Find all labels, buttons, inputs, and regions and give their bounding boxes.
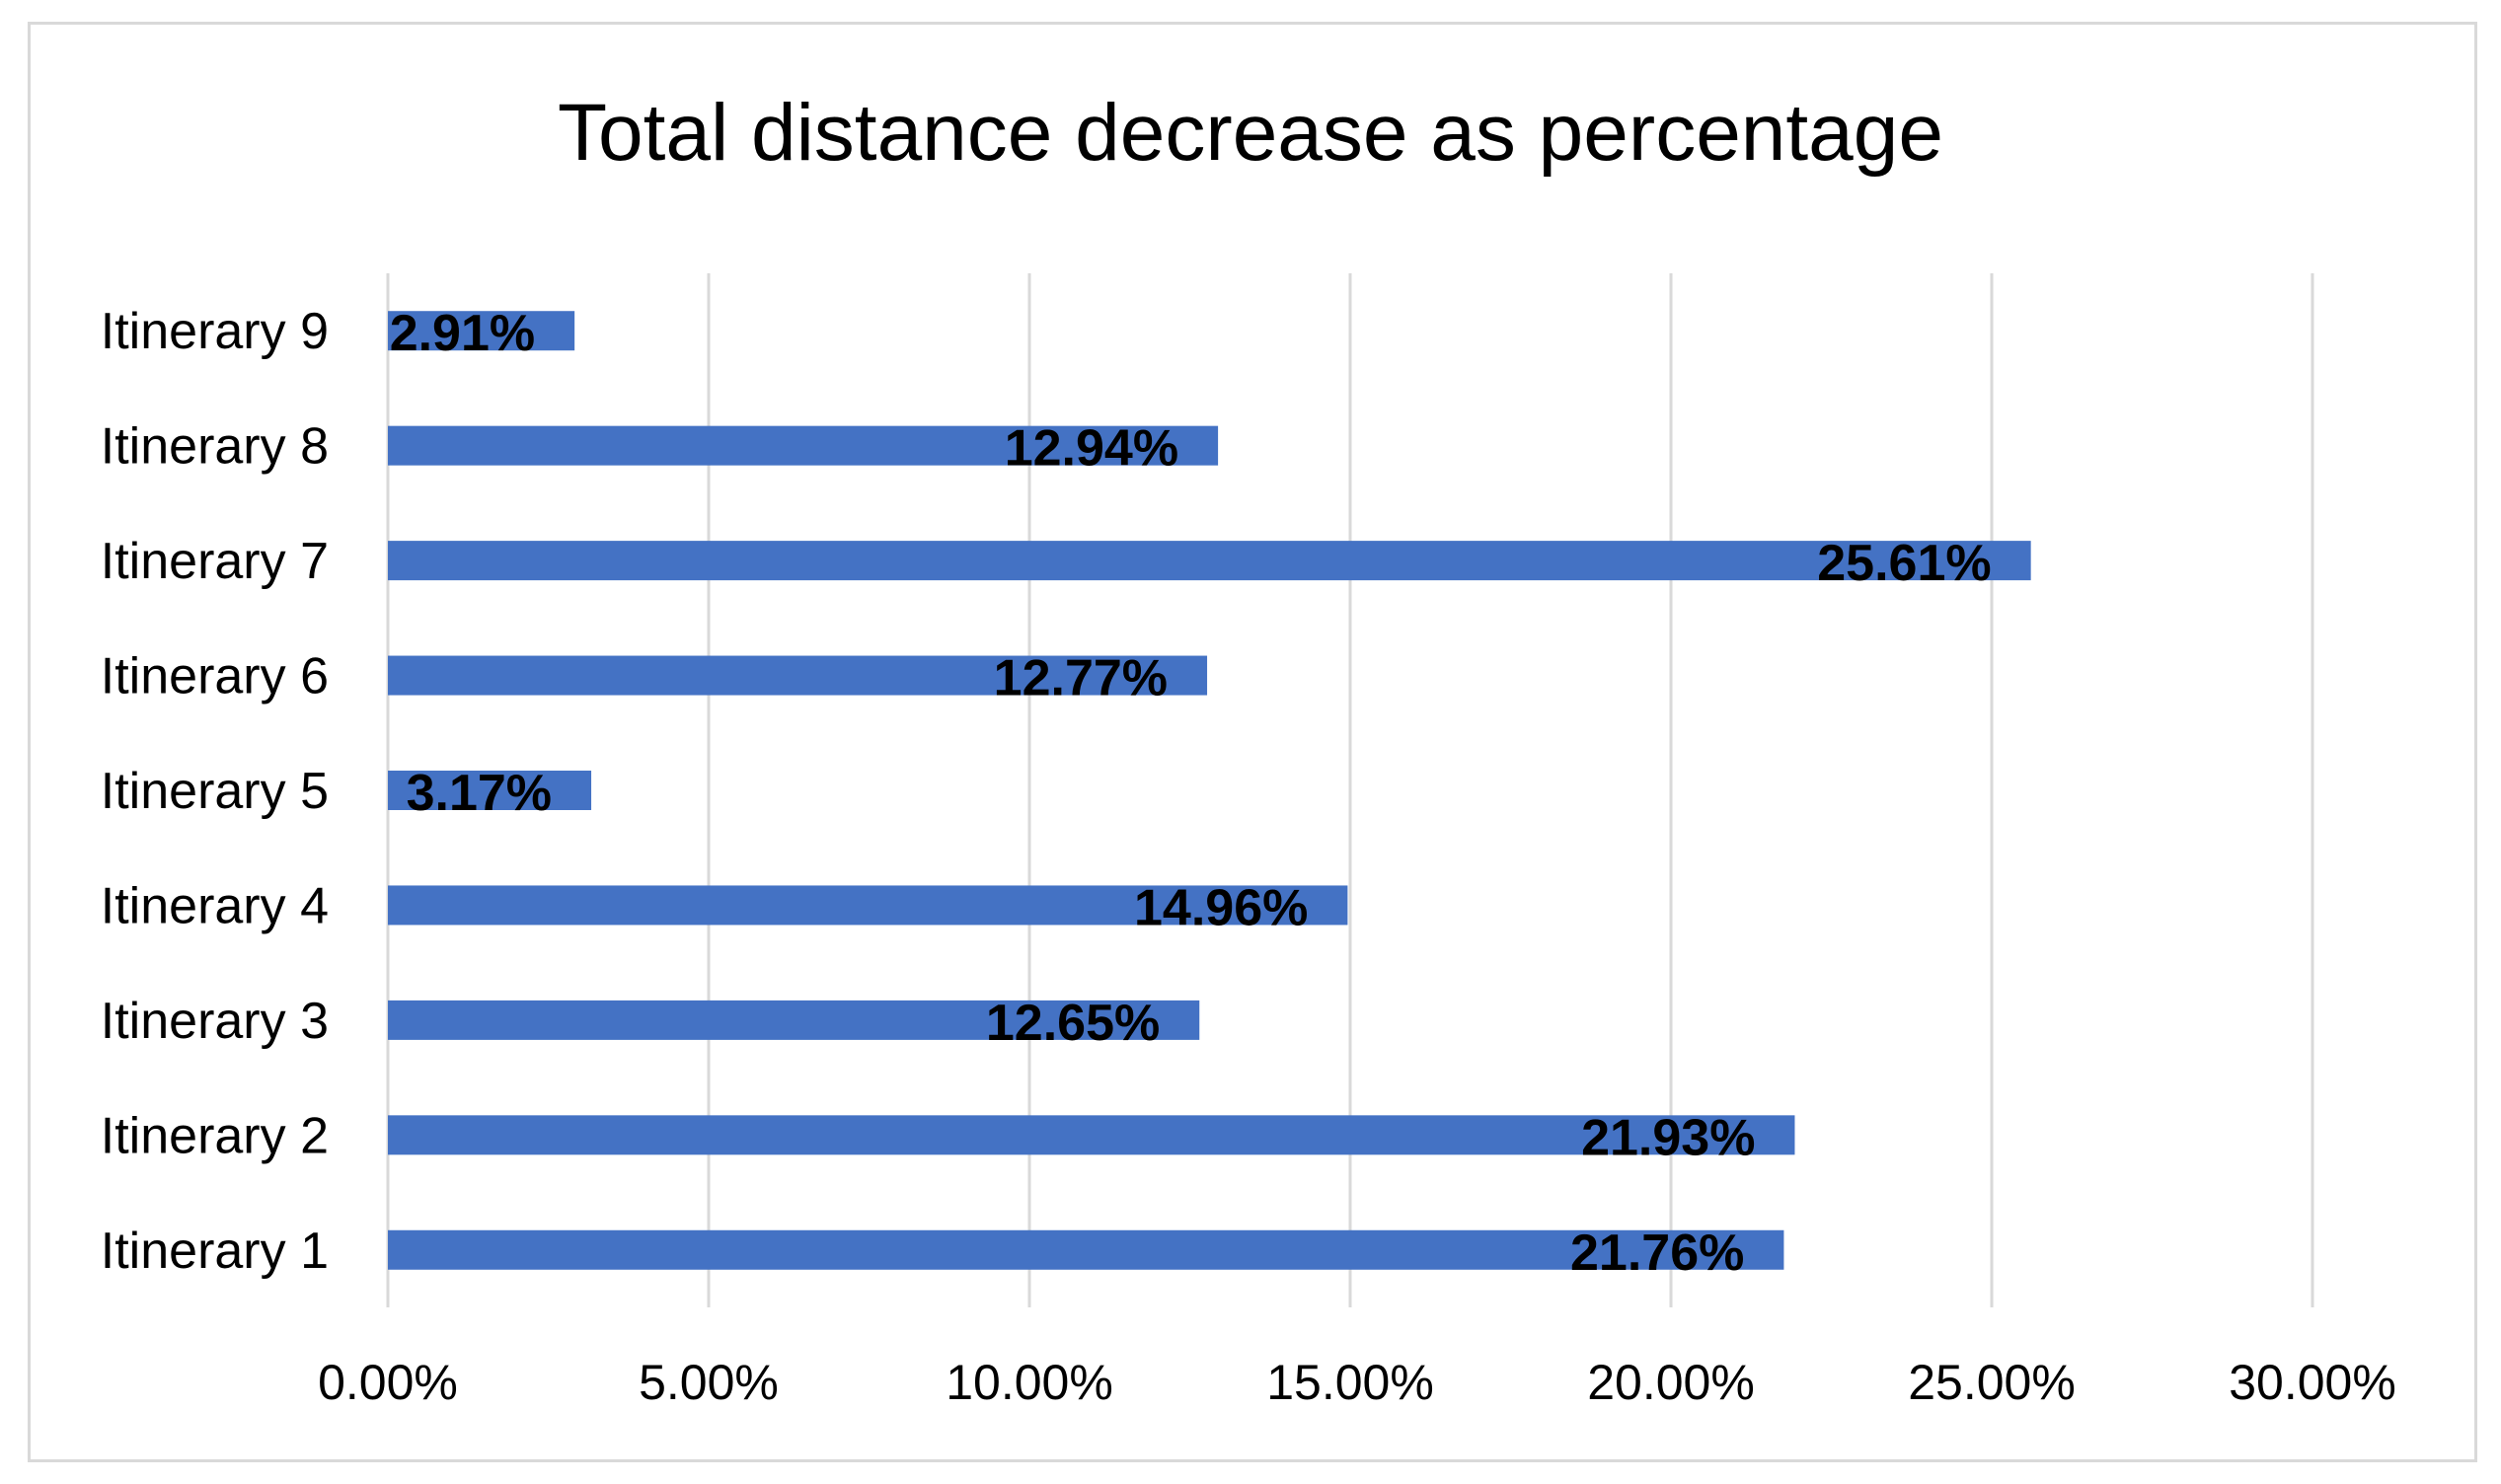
- bar: [388, 311, 575, 351]
- x-tick-label: 5.00%: [639, 1355, 779, 1410]
- data-label: 14.96%: [1134, 879, 1308, 936]
- x-tick-label: 15.00%: [1266, 1355, 1434, 1410]
- x-tick-label: 10.00%: [946, 1355, 1113, 1410]
- data-label: 12.77%: [994, 650, 1168, 707]
- bar: [388, 425, 1219, 466]
- category-label: Itinerary 6: [101, 648, 329, 705]
- category-label: Itinerary 7: [101, 533, 329, 590]
- category-label: Itinerary 5: [101, 763, 329, 820]
- bar: [388, 1229, 1784, 1270]
- bar: [388, 1000, 1200, 1040]
- data-label: 2.91%: [390, 305, 535, 362]
- category-label: Itinerary 9: [101, 303, 329, 360]
- bar: [388, 655, 1208, 696]
- data-label: 25.61%: [1817, 535, 1991, 592]
- x-tick-label: 20.00%: [1587, 1355, 1755, 1410]
- data-label: 21.93%: [1581, 1109, 1755, 1166]
- category-label: Itinerary 3: [101, 993, 329, 1050]
- bar: [388, 541, 2031, 581]
- x-axis-tick-labels: 0.00% 5.00% 10.00% 15.00% 20.00% 25.00% 30.00%: [318, 1355, 2396, 1410]
- chart-title: Total distance decrease as percentage: [558, 88, 1943, 178]
- data-label: 12.94%: [1005, 420, 1178, 478]
- bar: [388, 885, 1348, 926]
- bar: [388, 1115, 1795, 1155]
- category-label: Itinerary 2: [101, 1107, 329, 1164]
- x-tick-label: 30.00%: [2229, 1355, 2396, 1410]
- data-labels: 21.76% 21.93% 12.65% 14.96% 3.17% 12.77% 25.61…: [390, 305, 1992, 1282]
- category-label: Itinerary 1: [101, 1223, 329, 1280]
- data-label: 3.17%: [407, 765, 552, 822]
- x-tick-label: 25.00%: [1908, 1355, 2076, 1410]
- bar: [388, 771, 592, 810]
- category-label: Itinerary 4: [101, 877, 329, 934]
- chart-frame: [28, 22, 2477, 1462]
- data-label: 12.65%: [986, 995, 1160, 1052]
- category-label: Itinerary 8: [101, 418, 329, 476]
- category-labels: Itinerary 1 Itinerary 2 Itinerary 3 Itinera…: [101, 303, 329, 1280]
- bars: [388, 311, 2031, 1270]
- data-label: 21.76%: [1570, 1224, 1744, 1282]
- x-tick-label: 0.00%: [318, 1355, 458, 1410]
